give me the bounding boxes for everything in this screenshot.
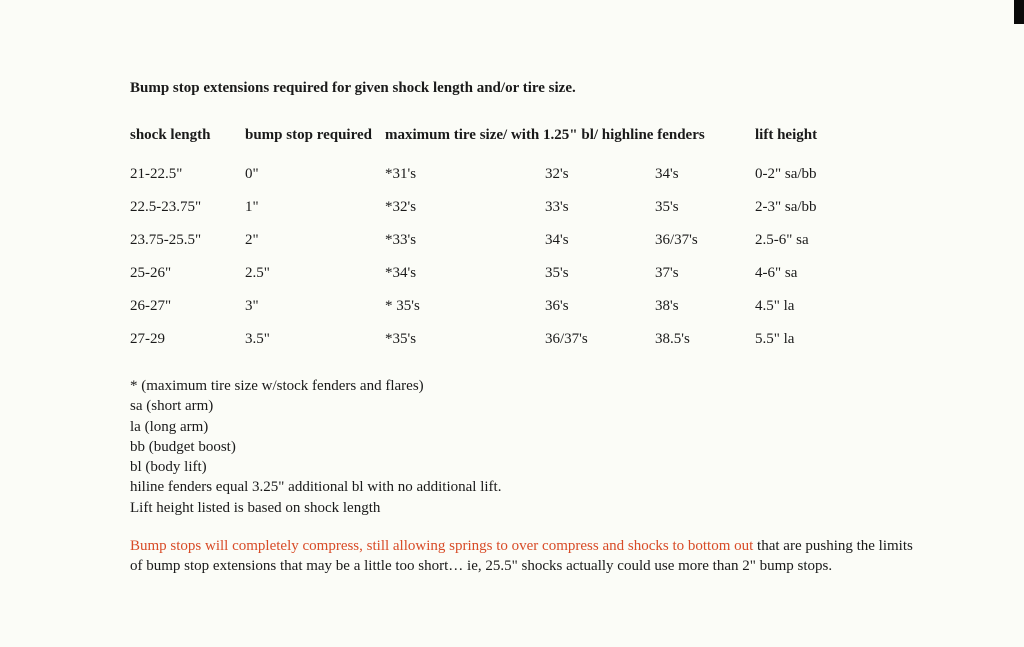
cell-tire1: *33's xyxy=(385,224,545,257)
cell-shock: 26-27" xyxy=(130,290,245,323)
cell-shock: 21-22.5" xyxy=(130,158,245,191)
cell-lift: 2.5-6" sa xyxy=(755,224,875,257)
header-bump-stop: bump stop required xyxy=(245,127,385,158)
cell-tire2: 35's xyxy=(545,257,655,290)
cell-tire1: *31's xyxy=(385,158,545,191)
table-row: 27-29 3.5" *35's 36/37's 38.5's 5.5" la xyxy=(130,323,875,356)
table-row: 21-22.5" 0" *31's 32's 34's 0-2" sa/bb xyxy=(130,158,875,191)
cell-shock: 22.5-23.75" xyxy=(130,191,245,224)
cell-bump: 2" xyxy=(245,224,385,257)
cell-lift: 4.5" la xyxy=(755,290,875,323)
cell-shock: 27-29 xyxy=(130,323,245,356)
cell-tire2: 33's xyxy=(545,191,655,224)
note-line: bb (budget boost) xyxy=(130,437,984,457)
note-line: bl (body lift) xyxy=(130,457,984,477)
table-row: 25-26" 2.5" *34's 35's 37's 4-6" sa xyxy=(130,257,875,290)
cell-tire1: * 35's xyxy=(385,290,545,323)
header-tire-size: maximum tire size/ with 1.25" bl/ highli… xyxy=(385,127,755,158)
note-line: la (long arm) xyxy=(130,417,984,437)
cell-tire2: 36's xyxy=(545,290,655,323)
header-shock-length: shock length xyxy=(130,127,245,158)
cell-bump: 1" xyxy=(245,191,385,224)
cell-tire2: 36/37's xyxy=(545,323,655,356)
cell-tire2: 34's xyxy=(545,224,655,257)
bump-stop-table: shock length bump stop required maximum … xyxy=(130,127,875,356)
cell-bump: 2.5" xyxy=(245,257,385,290)
cell-tire3: 36/37's xyxy=(655,224,755,257)
note-line: * (maximum tire size w/stock fenders and… xyxy=(130,376,984,396)
cell-lift: 0-2" sa/bb xyxy=(755,158,875,191)
cell-tire3: 37's xyxy=(655,257,755,290)
cell-lift: 2-3" sa/bb xyxy=(755,191,875,224)
cell-tire3: 35's xyxy=(655,191,755,224)
table-row: 26-27" 3" * 35's 36's 38's 4.5" la xyxy=(130,290,875,323)
cell-tire3: 38's xyxy=(655,290,755,323)
corner-mark xyxy=(1014,0,1024,24)
note-line: sa (short arm) xyxy=(130,396,984,416)
warning-highlight-text: Bump stops will completely compress, sti… xyxy=(130,538,753,554)
table-header-row: shock length bump stop required maximum … xyxy=(130,127,875,158)
cell-shock: 25-26" xyxy=(130,257,245,290)
cell-bump: 3" xyxy=(245,290,385,323)
cell-tire1: *35's xyxy=(385,323,545,356)
document-title: Bump stop extensions required for given … xyxy=(130,80,984,97)
cell-tire3: 38.5's xyxy=(655,323,755,356)
note-line: hiline fenders equal 3.25" additional bl… xyxy=(130,477,984,497)
cell-bump: 3.5" xyxy=(245,323,385,356)
table-row: 23.75-25.5" 2" *33's 34's 36/37's 2.5-6"… xyxy=(130,224,875,257)
cell-lift: 4-6" sa xyxy=(755,257,875,290)
cell-tire3: 34's xyxy=(655,158,755,191)
table-row: 22.5-23.75" 1" *32's 33's 35's 2-3" sa/b… xyxy=(130,191,875,224)
note-line: Lift height listed is based on shock len… xyxy=(130,498,984,518)
legend-notes: * (maximum tire size w/stock fenders and… xyxy=(130,376,984,518)
cell-bump: 0" xyxy=(245,158,385,191)
warning-paragraph: Bump stops will completely compress, sti… xyxy=(130,536,920,577)
cell-tire2: 32's xyxy=(545,158,655,191)
cell-tire1: *34's xyxy=(385,257,545,290)
cell-tire1: *32's xyxy=(385,191,545,224)
cell-shock: 23.75-25.5" xyxy=(130,224,245,257)
header-lift-height: lift height xyxy=(755,127,875,158)
cell-lift: 5.5" la xyxy=(755,323,875,356)
